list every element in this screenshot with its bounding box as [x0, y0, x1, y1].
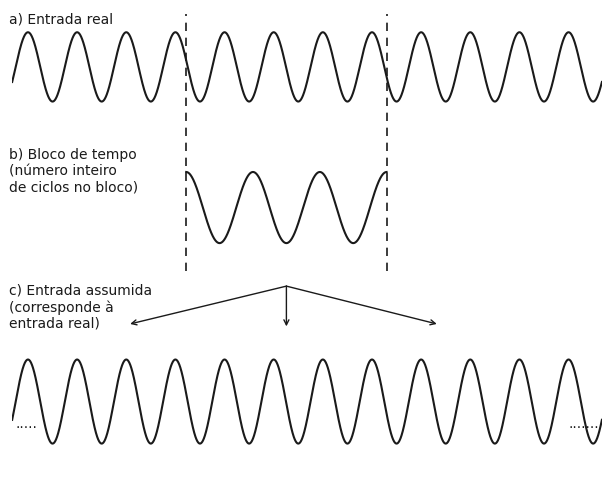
Text: b) Bloco de tempo
(número inteiro
de ciclos no bloco): b) Bloco de tempo (número inteiro de cic…: [9, 148, 138, 194]
Text: c) Entrada assumida
(corresponde à
entrada real): c) Entrada assumida (corresponde à entra…: [9, 283, 152, 330]
Text: a) Entrada real: a) Entrada real: [9, 12, 113, 26]
Text: .....: .....: [15, 417, 37, 430]
Text: .......: .......: [568, 417, 599, 430]
